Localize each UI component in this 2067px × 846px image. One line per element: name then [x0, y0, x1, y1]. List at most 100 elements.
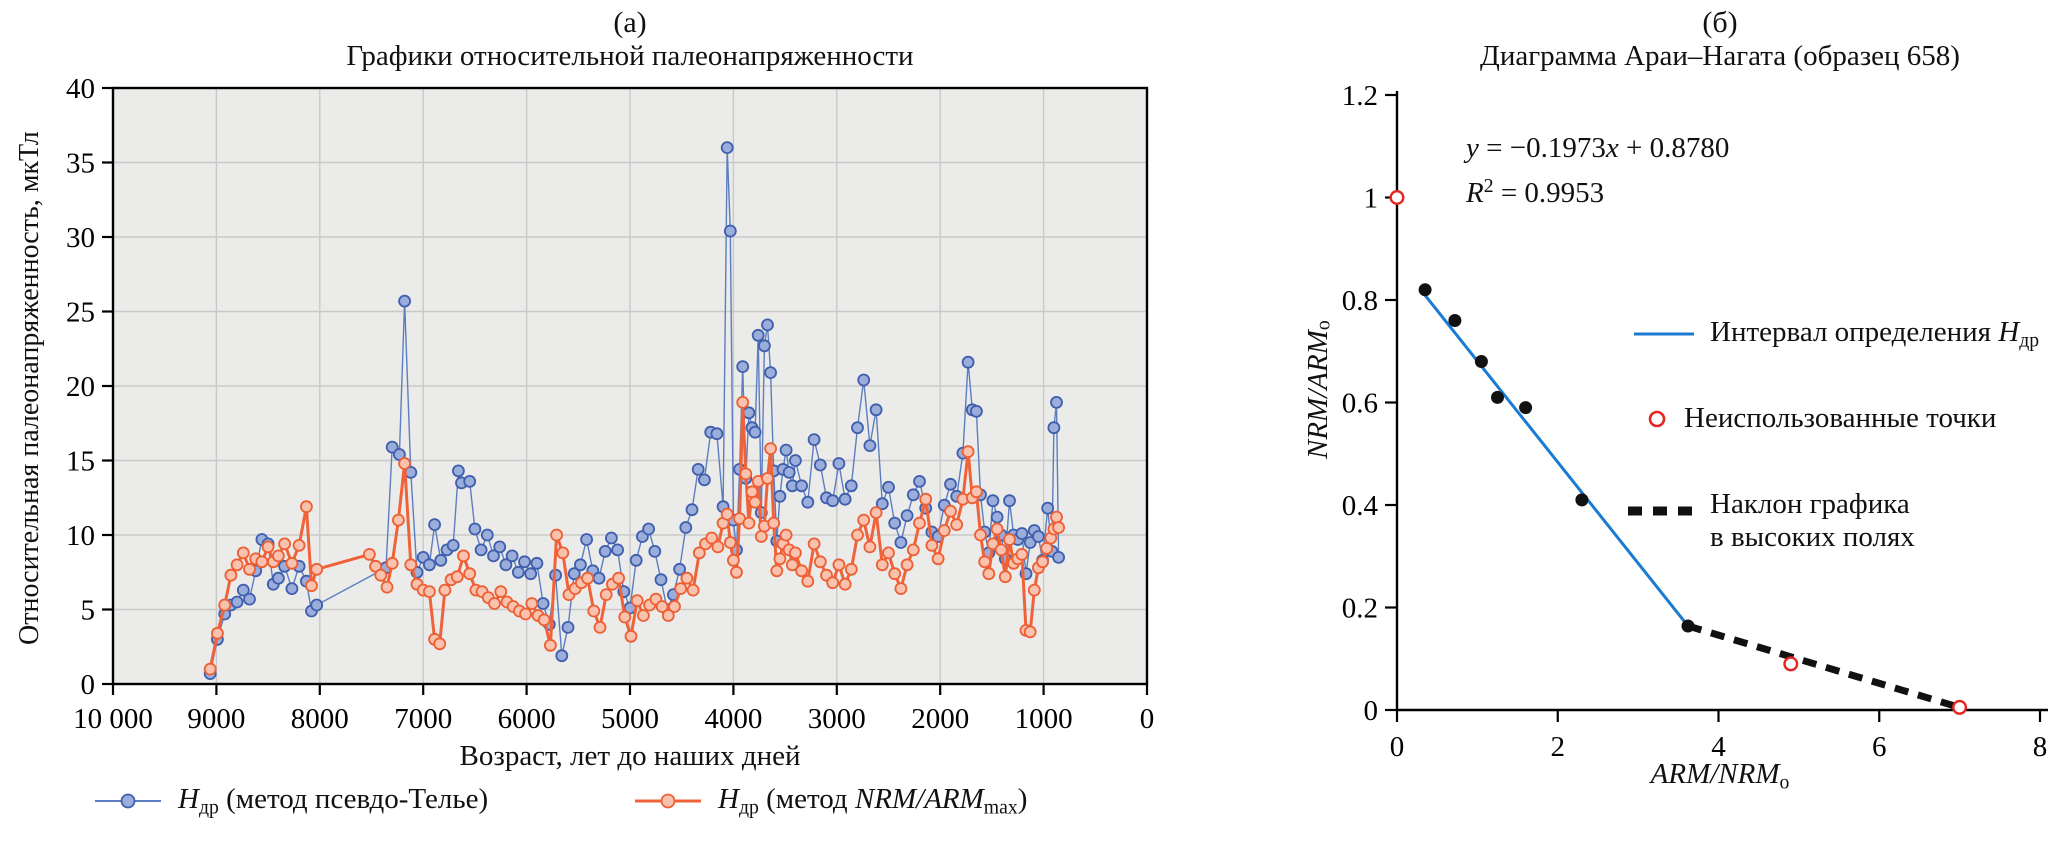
series-0-point [906, 488, 920, 502]
series-0-point [723, 224, 737, 238]
x-tick-label: 10 000 [73, 703, 153, 735]
series-0-point [428, 518, 442, 531]
used-point [1448, 314, 1462, 327]
series-1-point [1052, 521, 1065, 534]
series-1-point [882, 546, 895, 560]
series-1-point [463, 567, 477, 581]
series-0-point [888, 516, 902, 530]
series-0-point [782, 465, 796, 479]
series-1-point [986, 537, 1000, 551]
blue-line-icon [1632, 323, 1696, 345]
series-1-point [674, 582, 688, 595]
series-1-point [982, 567, 996, 581]
series-0-point [807, 433, 821, 447]
y-tick-label: 0.2 [1342, 593, 1378, 625]
series-1-point [739, 467, 753, 481]
series-0-point [961, 355, 975, 369]
series-1-point [544, 638, 557, 652]
series-1 [203, 395, 1065, 676]
series-1-point [813, 555, 827, 569]
series-0-point [970, 404, 983, 418]
legend-label: Hдр (метод NRM/ARMmax) [718, 783, 1028, 819]
series-0-point [398, 294, 412, 308]
series-0-point [1003, 494, 1016, 508]
series-1-point [261, 540, 275, 554]
series-1-point [844, 562, 858, 576]
series-0-point [779, 443, 793, 457]
series-1-point [990, 522, 1004, 536]
y-tick-label: 30 [66, 222, 95, 254]
series-1-point [888, 567, 902, 581]
series-0-point [480, 528, 494, 542]
series-1-point [1050, 510, 1063, 524]
series-0-point [773, 489, 787, 503]
series-1-point [730, 565, 743, 579]
series-1-point [537, 613, 551, 627]
series-1-point [550, 528, 563, 542]
series-0-point [710, 427, 724, 441]
series-0-point [592, 571, 606, 585]
unused-point [1952, 699, 1968, 715]
unused-point [1389, 189, 1405, 205]
dashed-line-icon [1626, 500, 1696, 522]
series-1-point [931, 552, 945, 566]
series-0-point [751, 328, 765, 342]
series-0-point [648, 545, 662, 558]
series-0-point [685, 503, 699, 517]
series-1-point [826, 576, 840, 590]
series-1-point [1015, 548, 1029, 561]
series-1-point [637, 609, 650, 622]
series-1-point [894, 582, 908, 595]
legend-label: Неиспользованные точки [1684, 402, 1997, 434]
series-1-point [374, 568, 388, 582]
series-1-point [668, 600, 681, 613]
series-0-point [913, 474, 926, 488]
series-1-point [795, 564, 808, 578]
series-1-point [832, 558, 846, 572]
x-tick-label: 0 [1390, 731, 1405, 763]
series-1-point [1040, 542, 1054, 555]
series-1-point [305, 579, 318, 593]
legend-label-line1: Наклон графика [1710, 488, 1910, 520]
series-0-point [518, 555, 531, 569]
series-1-point [863, 540, 877, 554]
series-0-point [1047, 421, 1061, 435]
series-0-point [574, 558, 587, 572]
x-tick-label: 5000 [601, 703, 659, 735]
series-1-point [857, 513, 871, 527]
series-1-point [587, 604, 601, 618]
series-1-point [599, 588, 613, 601]
series-1-point [218, 598, 232, 612]
series-1-point [869, 506, 883, 519]
series-1-point [950, 518, 964, 531]
series-1-point [398, 457, 412, 470]
series-1-point [581, 571, 594, 585]
series-1-point [1027, 583, 1041, 597]
x-tick-label: 4 [1711, 731, 1726, 763]
x-tick-label: 6000 [498, 703, 556, 735]
x-tick-label: 2 [1551, 731, 1566, 763]
series-1-point [457, 549, 470, 563]
series-1-point [851, 528, 864, 542]
series-0-point [691, 462, 705, 476]
series-1-point [556, 546, 570, 560]
series-1-point [937, 524, 951, 537]
y-tick-label: 0.6 [1342, 388, 1378, 420]
series-0-point [530, 556, 544, 570]
chart-a-plot: 10 000 9000 8000 7000 6000 5000 4000 3000 2000 10… [66, 73, 1154, 735]
series-1-point [925, 539, 939, 552]
legend-label: Hдр (метод псевдо-Телье) [178, 783, 489, 819]
series-1-point [900, 558, 914, 572]
used-point [1491, 390, 1504, 404]
series-0-point [611, 543, 624, 557]
axes: 0 2 4 6 8 0 0.2 0.4 0.6 0.8 1 1.2 [1342, 80, 2048, 763]
series-1-point [742, 516, 756, 530]
series-1-point [723, 536, 737, 549]
series-1-point [624, 629, 638, 643]
y-tick-label: 15 [66, 446, 95, 478]
x-tick-label: 8 [2033, 731, 2048, 763]
y-tick-label: 25 [66, 297, 95, 329]
series-0-point [236, 583, 250, 597]
series-0-point [857, 373, 871, 387]
series-0-point [561, 621, 575, 634]
